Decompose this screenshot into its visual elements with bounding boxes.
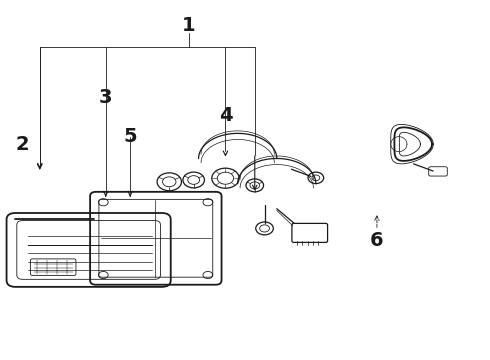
Text: 1: 1 — [182, 16, 196, 35]
Text: 6: 6 — [370, 231, 384, 251]
Text: 4: 4 — [219, 106, 232, 125]
Text: 3: 3 — [99, 88, 113, 107]
Text: 5: 5 — [123, 127, 137, 147]
Text: 2: 2 — [16, 135, 29, 154]
